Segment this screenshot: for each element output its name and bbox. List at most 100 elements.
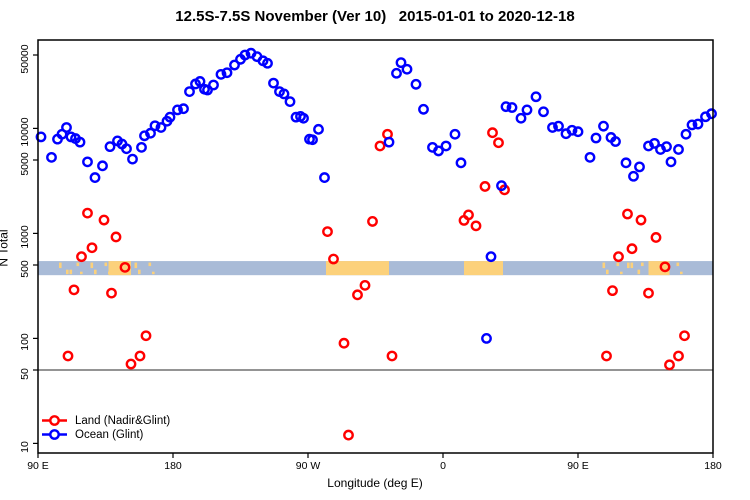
land-speckle: [627, 262, 630, 269]
data-point-ocean: [313, 123, 324, 135]
data-point-land: [479, 181, 491, 192]
data-point-ocean: [410, 78, 422, 90]
data-point-ocean: [521, 104, 533, 116]
data-point-ocean: [706, 108, 717, 120]
data-point-land: [352, 289, 363, 301]
data-point-ocean: [184, 86, 195, 98]
land-speckle: [606, 269, 609, 275]
data-point-ocean: [74, 136, 86, 148]
data-point-ocean: [572, 126, 584, 138]
data-point-ocean: [239, 49, 251, 61]
data-point-ocean: [547, 122, 558, 133]
data-point-ocean: [155, 122, 167, 133]
data-point-land: [82, 207, 93, 219]
data-point-land: [601, 350, 612, 362]
data-point-ocean: [634, 161, 645, 173]
data-point-ocean: [97, 160, 108, 172]
data-point-ocean: [61, 122, 72, 133]
data-point-ocean: [391, 67, 402, 79]
data-point-land: [613, 251, 624, 263]
data-point-ocean: [530, 91, 542, 103]
data-point-land: [659, 261, 671, 273]
data-point-ocean: [194, 76, 206, 87]
legend-marker: [49, 415, 60, 426]
x-tick-label: 90 E: [27, 460, 49, 472]
data-point-land: [134, 350, 146, 362]
data-point-ocean: [598, 120, 609, 132]
land-speckle: [630, 262, 634, 269]
data-point-ocean: [649, 137, 660, 149]
land-speckle: [641, 262, 644, 267]
data-point-ocean: [566, 124, 578, 136]
data-point-ocean: [440, 140, 452, 152]
legend-marker: [49, 429, 60, 440]
land-speckle: [138, 269, 141, 275]
data-point-land: [106, 287, 117, 299]
data-point-land: [664, 359, 675, 371]
land-speckle: [104, 262, 108, 267]
x-axis-title: Longitude (deg E): [327, 476, 423, 490]
data-point-ocean: [149, 120, 161, 132]
data-point-ocean: [145, 127, 156, 139]
land-speckle: [76, 262, 80, 267]
data-point-ocean: [401, 63, 413, 75]
legend-label-land: Land (Nadir&Glint): [75, 414, 171, 427]
data-point-land: [367, 216, 378, 227]
land-speckle: [94, 269, 97, 275]
land-speckle: [676, 262, 680, 267]
data-point-ocean: [262, 57, 273, 69]
data-point-ocean: [553, 120, 564, 132]
data-point-ocean: [680, 128, 692, 140]
data-point-ocean: [127, 153, 138, 165]
data-point-ocean: [590, 132, 602, 144]
data-point-land: [673, 350, 684, 362]
data-point-ocean: [215, 68, 227, 80]
data-point-ocean: [485, 251, 497, 263]
x-tick-label: 90 E: [567, 460, 589, 472]
data-point-ocean: [665, 156, 677, 168]
data-point-land: [622, 208, 633, 220]
data-point-ocean: [628, 170, 639, 182]
land-speckle: [602, 262, 606, 269]
data-point-ocean: [418, 103, 429, 115]
x-tick-label: 180: [704, 460, 722, 472]
data-point-ocean: [307, 134, 318, 146]
data-point-ocean: [481, 332, 492, 344]
plot-border: [37, 39, 714, 454]
x-tick-label: 0: [440, 460, 446, 472]
data-point-ocean: [584, 151, 596, 163]
data-point-ocean: [496, 180, 507, 192]
data-point-land: [650, 232, 662, 243]
x-tick-label: 90 W: [295, 460, 321, 472]
data-point-ocean: [136, 141, 147, 153]
data-point-ocean: [319, 172, 330, 183]
data-point-land: [458, 214, 470, 226]
data-point-land: [643, 287, 654, 299]
data-point-ocean: [284, 96, 296, 107]
data-point-ocean: [208, 79, 219, 91]
data-point-ocean: [221, 67, 233, 79]
data-point-land: [98, 214, 110, 226]
legend-label-ocean: Ocean (Glint): [75, 428, 144, 441]
data-point-land: [68, 284, 80, 296]
data-point-ocean: [268, 77, 279, 89]
data-point-land: [110, 231, 122, 243]
land-speckle: [680, 271, 683, 275]
data-point-ocean: [46, 151, 57, 163]
land-speckle: [152, 271, 155, 275]
land-speckle: [134, 262, 138, 269]
data-point-ocean: [515, 112, 527, 124]
data-point-ocean: [89, 172, 101, 183]
data-point-ocean: [673, 144, 684, 155]
data-point-ocean: [229, 59, 240, 71]
land-speckle: [637, 269, 641, 275]
data-point-ocean: [433, 145, 444, 157]
x-tick-label: 180: [164, 460, 182, 472]
data-point-ocean: [661, 141, 672, 153]
data-point-ocean: [298, 112, 309, 124]
data-point-land: [607, 285, 618, 297]
data-point-ocean: [692, 118, 704, 130]
data-point-ocean: [104, 141, 116, 153]
land-speckle: [90, 262, 94, 269]
